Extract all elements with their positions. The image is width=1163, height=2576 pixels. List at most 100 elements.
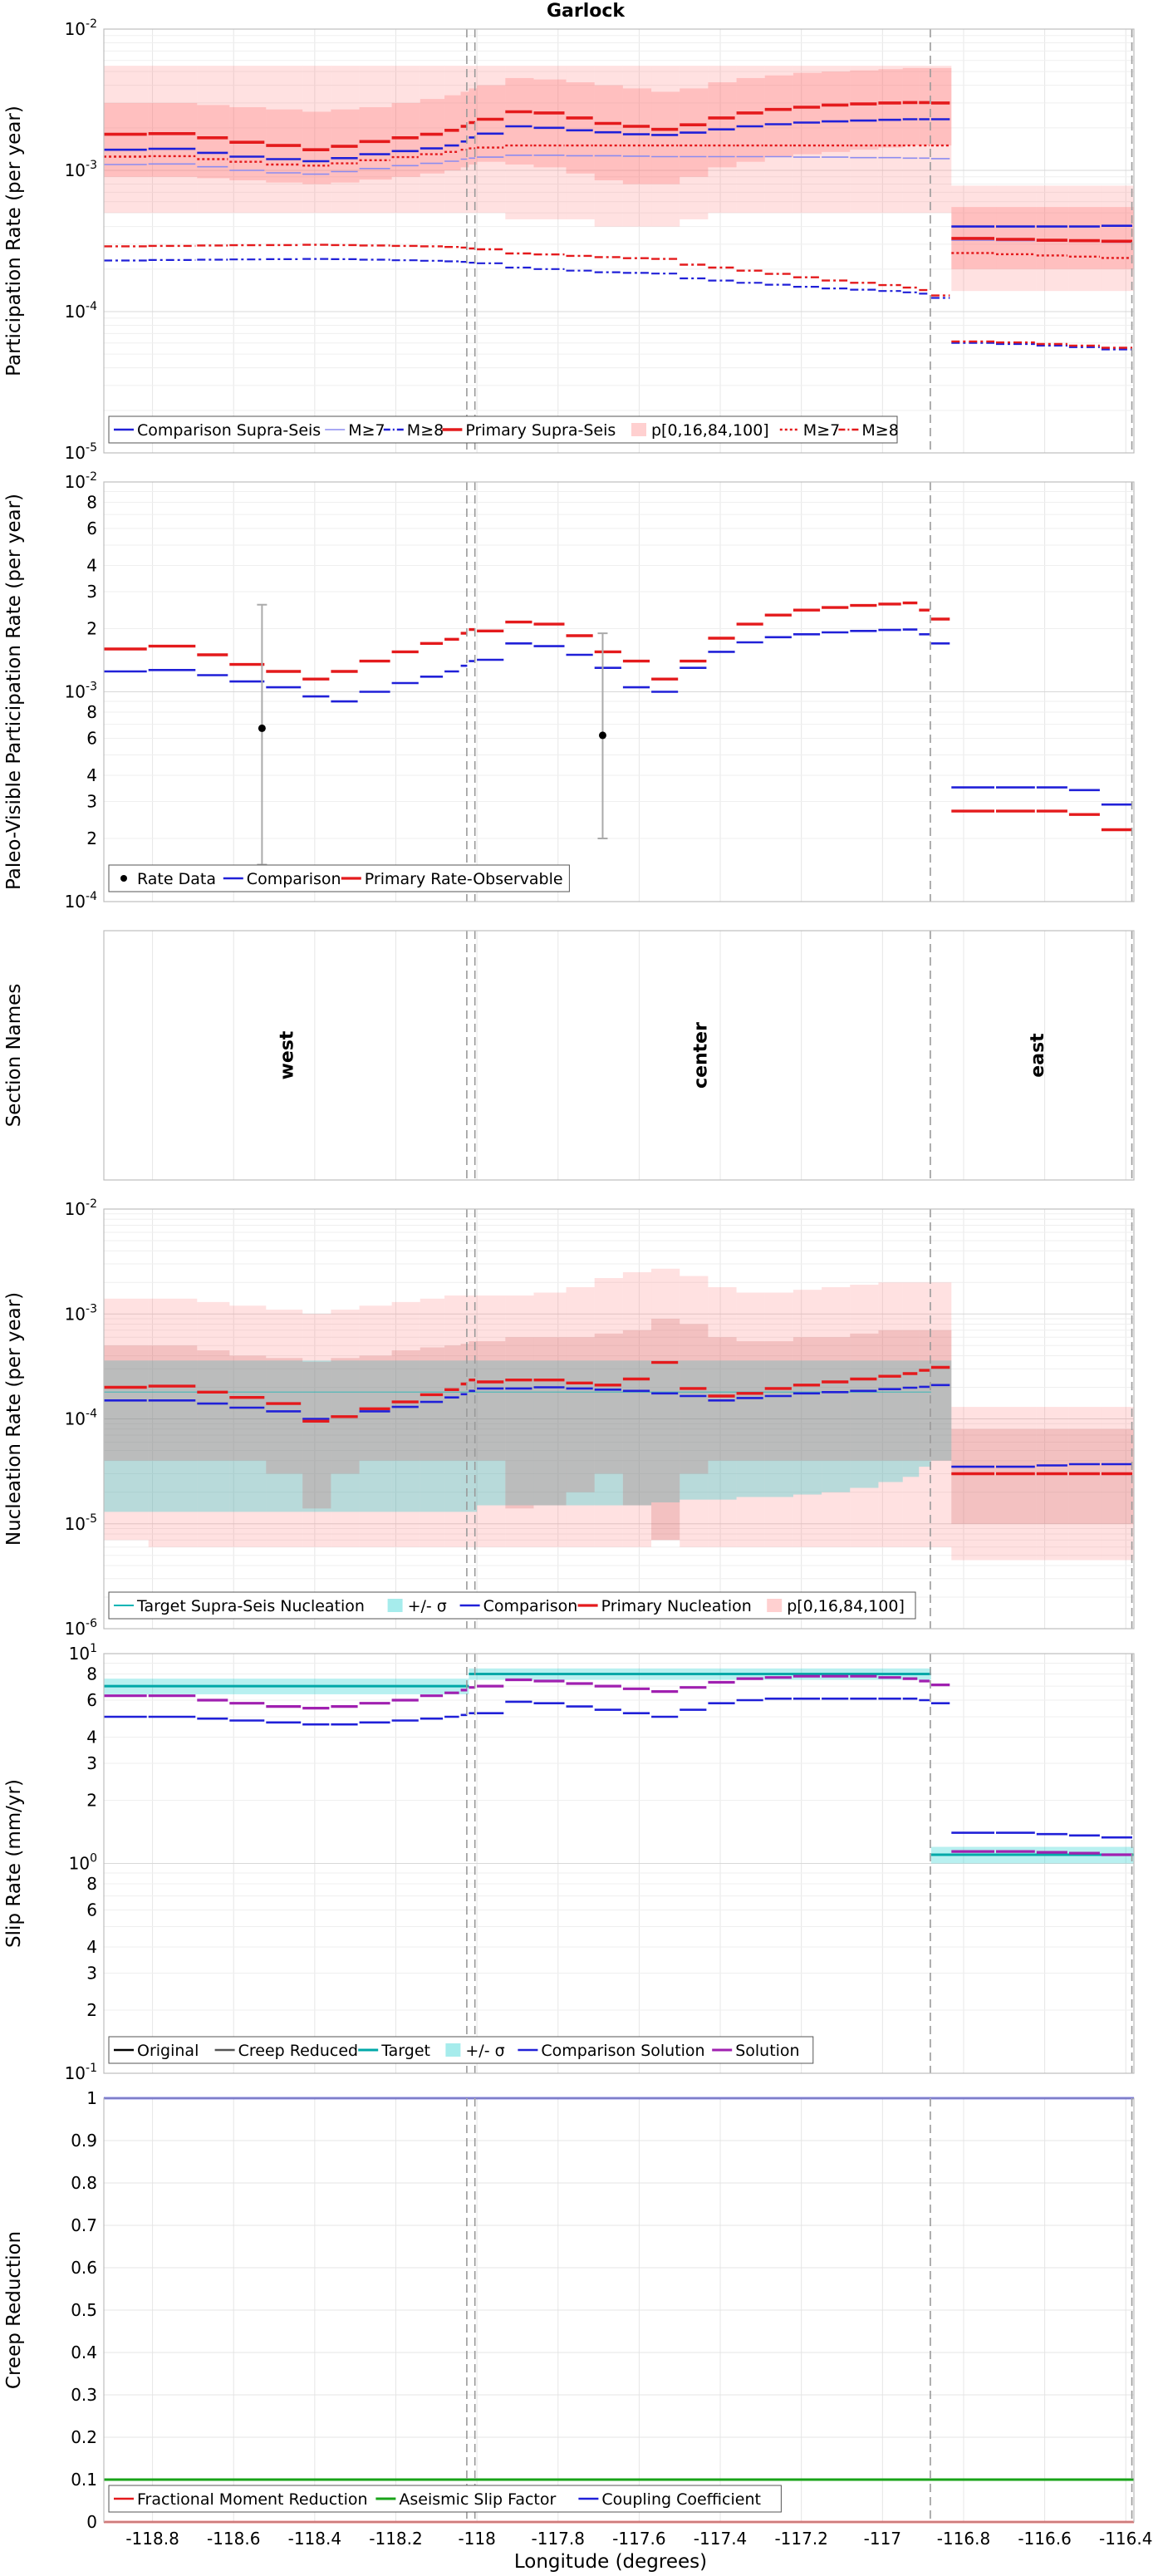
target-band-segment xyxy=(736,1360,765,1497)
nucleation-band-outer-segment xyxy=(229,1305,267,1547)
p-band-outer-segment xyxy=(1036,185,1069,292)
p-band-inner-segment xyxy=(1068,207,1102,269)
legend-nucleation: Target Supra-Seis Nucleation +/- σ Compari… xyxy=(108,1591,916,1620)
plot-frame xyxy=(103,2097,1135,2523)
p-band-inner-segment xyxy=(533,79,567,168)
target-band-segment xyxy=(902,1360,920,1477)
y-axis-label-paleo: Paleo-Visible Participation Rate (per ye… xyxy=(3,494,25,890)
p-band-inner-segment xyxy=(104,102,149,177)
p-band-outer-segment xyxy=(566,66,595,219)
x-tick-label: -117 xyxy=(864,2529,901,2549)
nucleation-band-inner-segment xyxy=(878,1330,903,1461)
p-band-outer-segment xyxy=(505,66,534,219)
y-tick-label: 10-4 xyxy=(65,890,98,912)
nucleation-band-inner-segment xyxy=(302,1361,331,1509)
y-tick-label: 10-1 xyxy=(65,2062,97,2083)
y-tick-label: 10-5 xyxy=(65,1512,97,1534)
nucleation-band-outer-segment xyxy=(708,1287,737,1547)
legend-label: M≥8 xyxy=(407,421,444,440)
target-band-segment xyxy=(391,1360,420,1512)
nucleation-band-outer-segment xyxy=(444,1295,461,1547)
legend-label: Comparison xyxy=(483,1597,578,1615)
y-axis-label-nucleation: Nucleation Rate (per year) xyxy=(3,1292,25,1546)
target-band-segment xyxy=(469,1360,478,1512)
x-tick-label: -117.4 xyxy=(694,2529,747,2549)
p-band-outer-segment xyxy=(444,66,461,214)
nucleation-band-inner-segment xyxy=(469,1341,478,1461)
x-tick-label: -118.6 xyxy=(207,2529,260,2549)
y-tick-label: 0.7 xyxy=(71,2215,97,2235)
plot-area xyxy=(104,931,1134,1180)
legend-label: Fractional Moment Reduction xyxy=(137,2490,368,2509)
y-tick-label: 0.5 xyxy=(71,2300,97,2320)
nucleation-band-inner-segment xyxy=(622,1330,652,1506)
legend-label: Comparison Supra-Seis xyxy=(137,421,321,440)
y-tick-label: 101 xyxy=(69,1642,97,1664)
nucleation-band-outer-segment xyxy=(302,1314,331,1547)
y-minor-tick-label: 2 xyxy=(86,618,97,638)
y-tick-label: 10-3 xyxy=(65,681,97,702)
legend-label: Primary Rate-Observable xyxy=(365,870,563,888)
x-tick-label: -116.8 xyxy=(937,2529,990,2549)
y-minor-tick-label: 3 xyxy=(86,792,97,812)
nucleation-band-outer-segment xyxy=(1101,1407,1134,1561)
p-band-inner-segment xyxy=(764,75,793,157)
p-band-outer-segment xyxy=(197,66,230,214)
x-tick-label: -117.2 xyxy=(774,2529,827,2549)
target-band-segment xyxy=(477,1360,506,1506)
series-6-line xyxy=(104,243,1132,349)
y-minor-tick-label: 8 xyxy=(86,702,97,722)
nucleation-band-outer-segment xyxy=(266,1310,303,1547)
nucleation-band-inner-segment xyxy=(793,1337,822,1461)
y-minor-tick-label: 8 xyxy=(86,1664,97,1684)
nucleation-band-inner-segment xyxy=(930,1330,952,1461)
rate-data-point xyxy=(597,632,608,839)
y-axis-label-section-names: Section Names xyxy=(3,984,25,1128)
series-solution-line xyxy=(104,1674,1132,1856)
plot-frame xyxy=(103,1208,1135,1630)
x-tick-labels: -118.8 -118.6 -118.4 -118.2 -118 -117.8 -117.6… xyxy=(125,2529,1152,2549)
p-band-outer-segment xyxy=(477,66,506,214)
nucleation-band-inner-segment xyxy=(764,1341,793,1461)
p-band-inner-segment xyxy=(505,77,534,165)
p-band-outer-segment xyxy=(822,66,851,214)
legend-label: Coupling Coefficient xyxy=(601,2490,761,2509)
target-band-segment xyxy=(104,1360,149,1512)
p-band-inner-segment xyxy=(622,88,652,184)
nucleation-band-inner-segment xyxy=(1036,1428,1069,1524)
nucleation-band-outer xyxy=(104,1268,1134,1561)
p-band-inner-segment xyxy=(793,72,822,155)
x-tick-label: -118.4 xyxy=(288,2529,341,2549)
nucleation-band-inner-segment xyxy=(850,1333,879,1461)
target-band-segment xyxy=(533,1360,567,1506)
series-primary-nucleation-line xyxy=(104,1360,1132,1476)
legend-label: Primary Supra-Seis xyxy=(465,421,616,440)
target-band-segment xyxy=(708,1360,737,1500)
p-band-outer-segment xyxy=(680,66,709,219)
legend-label: Original xyxy=(137,2042,199,2060)
target-band-segment xyxy=(764,1360,793,1497)
y-minor-tick-label: 4 xyxy=(86,765,97,785)
legend-label: M≥8 xyxy=(861,421,898,440)
legend-label: Primary Nucleation xyxy=(601,1597,752,1615)
p-band-inner-segment xyxy=(566,82,595,174)
legend-label: +/- σ xyxy=(408,1597,447,1615)
nucleation-band-inner-segment xyxy=(680,1324,709,1474)
nucleation-band-outer-segment xyxy=(822,1287,851,1547)
nucleation-band-inner-segment xyxy=(420,1347,445,1461)
p-band-outer-segment xyxy=(266,66,303,214)
legend-creep-reduction: Fractional Moment Reduction Aseismic Slip… xyxy=(108,2485,782,2513)
legend-label: p[0,16,84,100] xyxy=(651,421,769,440)
y-tick-label: 0.8 xyxy=(71,2173,97,2193)
p-band-inner-segment xyxy=(148,102,198,177)
y-minor-tick-label: 3 xyxy=(86,1753,97,1773)
target-band-segment xyxy=(229,1360,267,1512)
p-band-inner-segment xyxy=(469,88,478,165)
y-minor-tick-label: 8 xyxy=(86,1874,97,1894)
nucleation-band-outer-segment xyxy=(736,1292,765,1547)
rate-data-marker xyxy=(598,731,606,740)
y-axis-label-participation: Participation Rate (per year) xyxy=(3,106,25,376)
legend-label: Aseismic Slip Factor xyxy=(399,2490,556,2509)
x-gridlines xyxy=(152,931,1126,1180)
p-band-inner-segment xyxy=(444,95,461,170)
